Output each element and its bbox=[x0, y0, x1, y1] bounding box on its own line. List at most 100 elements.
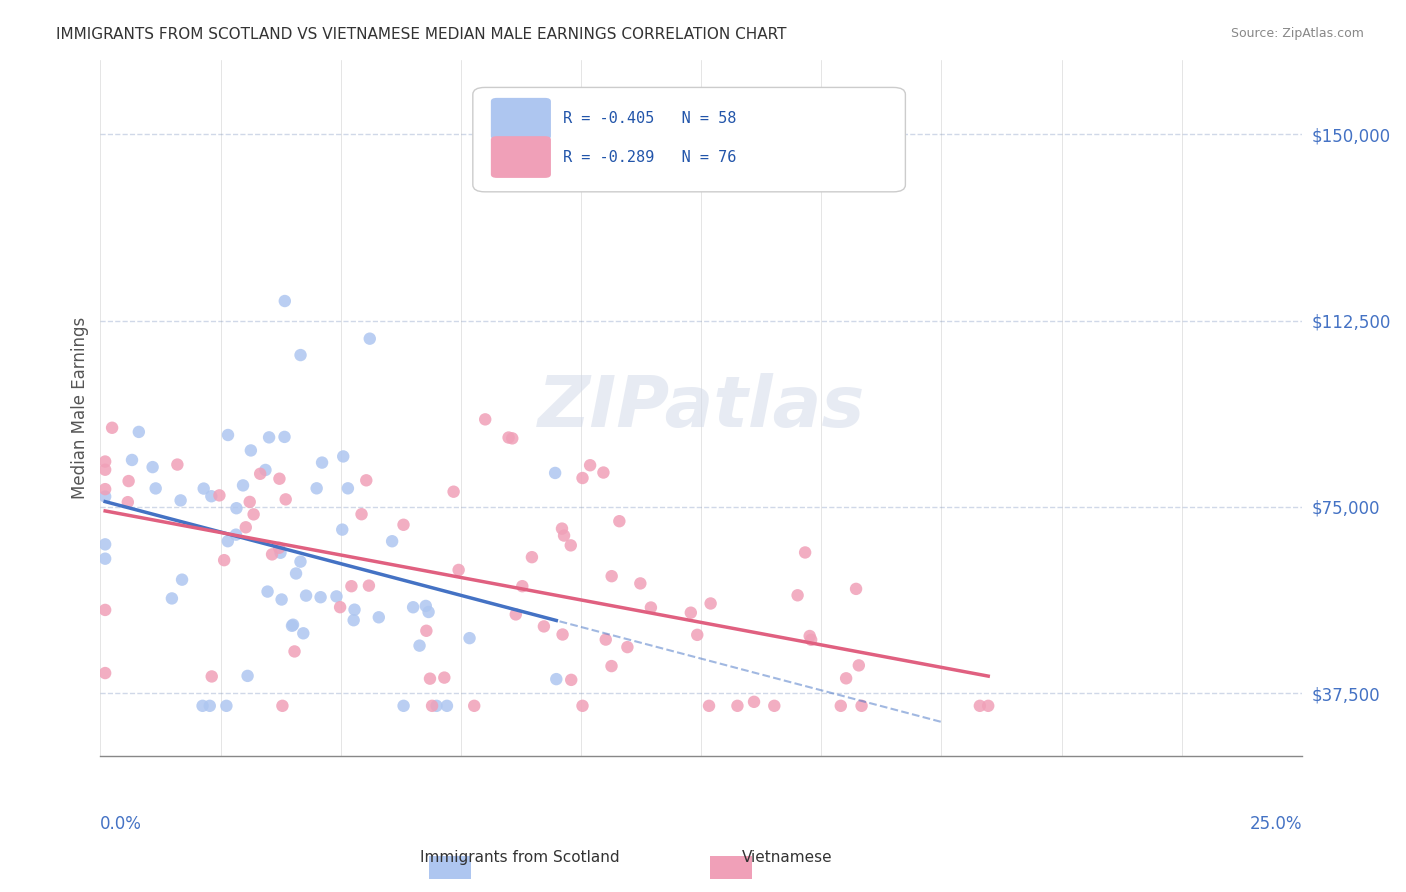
Point bbox=[290, 555, 312, 569]
Text: R = -0.405   N = 58: R = -0.405 N = 58 bbox=[562, 112, 737, 127]
FancyBboxPatch shape bbox=[491, 136, 551, 178]
Point bbox=[274, 293, 297, 308]
Point bbox=[274, 492, 297, 507]
Point bbox=[609, 514, 631, 528]
Point bbox=[501, 431, 523, 445]
Point bbox=[256, 584, 278, 599]
Point bbox=[270, 592, 292, 607]
Point bbox=[835, 671, 858, 685]
Point bbox=[260, 548, 283, 562]
Point bbox=[425, 698, 447, 713]
Point bbox=[198, 698, 221, 713]
Point bbox=[640, 600, 662, 615]
Y-axis label: Median Male Earnings: Median Male Earnings bbox=[72, 317, 89, 499]
Point bbox=[269, 472, 291, 486]
Point bbox=[520, 550, 543, 565]
Point bbox=[336, 481, 359, 495]
Text: ZIPatlas: ZIPatlas bbox=[537, 373, 865, 442]
Point bbox=[800, 632, 823, 647]
Point bbox=[579, 458, 602, 473]
Point bbox=[415, 624, 437, 638]
Point bbox=[571, 471, 593, 485]
Point bbox=[359, 332, 381, 346]
Point bbox=[742, 695, 765, 709]
Point bbox=[325, 590, 347, 604]
Point bbox=[94, 666, 117, 681]
Point bbox=[283, 644, 305, 658]
Point bbox=[367, 610, 389, 624]
Point bbox=[392, 517, 415, 532]
Point bbox=[269, 546, 291, 560]
Point bbox=[94, 603, 117, 617]
Point bbox=[402, 600, 425, 615]
Point bbox=[415, 599, 437, 613]
Point bbox=[285, 566, 308, 581]
Point bbox=[128, 425, 150, 439]
Point bbox=[340, 579, 363, 593]
Text: Source: ZipAtlas.com: Source: ZipAtlas.com bbox=[1230, 27, 1364, 40]
Point bbox=[257, 430, 280, 444]
Point bbox=[560, 538, 582, 552]
Point bbox=[977, 698, 1000, 713]
Point bbox=[160, 591, 183, 606]
Point bbox=[420, 698, 443, 713]
Text: Vietnamese: Vietnamese bbox=[742, 850, 832, 865]
Point bbox=[235, 520, 257, 534]
Text: 0.0%: 0.0% bbox=[100, 815, 142, 833]
Point bbox=[121, 453, 143, 467]
Point bbox=[292, 626, 315, 640]
Point bbox=[699, 597, 721, 611]
Point bbox=[201, 669, 224, 683]
Point bbox=[281, 617, 304, 632]
Point bbox=[94, 551, 117, 566]
Point bbox=[271, 698, 294, 713]
Point bbox=[463, 698, 485, 713]
Point bbox=[145, 482, 167, 496]
Point bbox=[848, 658, 870, 673]
Point bbox=[217, 428, 239, 442]
Point bbox=[309, 591, 332, 605]
Point bbox=[799, 629, 821, 643]
Text: 25.0%: 25.0% bbox=[1250, 815, 1302, 833]
Point bbox=[200, 489, 222, 503]
Point bbox=[232, 478, 254, 492]
Point bbox=[169, 493, 191, 508]
Point bbox=[191, 698, 214, 713]
Point bbox=[697, 698, 720, 713]
Point bbox=[560, 673, 582, 687]
Point bbox=[474, 412, 496, 426]
Text: Immigrants from Scotland: Immigrants from Scotland bbox=[420, 850, 620, 865]
Point bbox=[329, 600, 352, 615]
Point bbox=[433, 671, 456, 685]
Text: IMMIGRANTS FROM SCOTLAND VS VIETNAMESE MEDIAN MALE EARNINGS CORRELATION CHART: IMMIGRANTS FROM SCOTLAND VS VIETNAMESE M… bbox=[56, 27, 787, 42]
Point bbox=[350, 507, 373, 521]
Point bbox=[281, 619, 304, 633]
Point bbox=[332, 450, 354, 464]
Point bbox=[546, 672, 568, 686]
Point bbox=[830, 698, 852, 713]
Point bbox=[215, 698, 238, 713]
Point bbox=[290, 348, 312, 362]
Point bbox=[679, 606, 702, 620]
FancyBboxPatch shape bbox=[491, 98, 551, 140]
Point bbox=[212, 553, 235, 567]
Point bbox=[217, 534, 239, 549]
Point bbox=[763, 698, 786, 713]
Point bbox=[533, 619, 555, 633]
Point bbox=[311, 456, 333, 470]
Point bbox=[392, 698, 415, 713]
Point bbox=[419, 672, 441, 686]
Point bbox=[498, 431, 520, 445]
Point bbox=[510, 579, 533, 593]
Point bbox=[170, 573, 193, 587]
Point bbox=[94, 454, 117, 468]
Point bbox=[551, 522, 574, 536]
Point bbox=[239, 495, 262, 509]
Point bbox=[443, 484, 465, 499]
Point bbox=[600, 659, 623, 673]
Point bbox=[117, 495, 139, 509]
Point bbox=[408, 639, 430, 653]
Point bbox=[686, 628, 709, 642]
Point bbox=[330, 523, 353, 537]
Point bbox=[236, 669, 259, 683]
